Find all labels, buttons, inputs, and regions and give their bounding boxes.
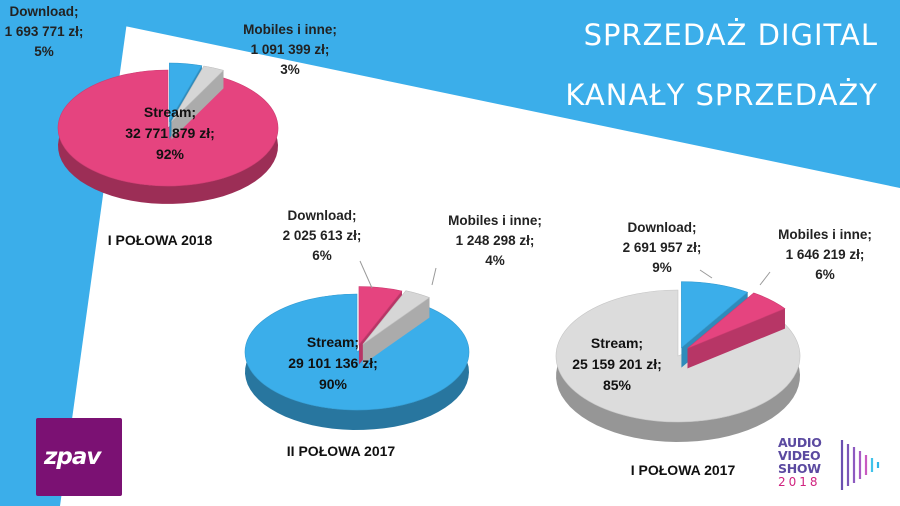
chart1-mobiles-label: Mobiles i inne; 1 091 399 zł; 3% [243,20,337,80]
chart1-mobiles-name: Mobiles i inne; [243,22,337,37]
chart3-mobiles-value: 1 646 219 zł; [785,247,865,262]
chart1-caption: I POŁOWA 2018 [107,232,213,248]
chart3-download-name: Download; [627,220,697,235]
chart3-download-percent: 9% [652,260,672,275]
slide-title-line2: KANAŁY SPRZEDAŻY [565,78,878,112]
chart1-stream-label: Stream; 32 771 879 zł; 92% [125,102,215,165]
leader-line-3 [699,269,713,279]
chart1-stream-percent: 92% [155,146,185,162]
pie-chart-1 [57,62,279,204]
chart2-caption: II POŁOWA 2017 [286,443,396,459]
chart2-slice-mobiles-i-inne-wall-1 [362,297,430,365]
zpav-logo: zpav [36,418,122,496]
chart1-download-name: Download; [9,4,79,19]
chart3-slice-mobiles-i-inne [687,292,786,349]
chart1-mobiles-percent: 3% [280,62,300,77]
chart2-mobiles-label: Mobiles i inne; 1 248 298 zł; 4% [448,211,542,271]
audio-video-show-logo: AUDIO VIDEO SHOW 2018 [778,436,888,502]
chart2-download-label: Download; 2 025 613 zł; 6% [283,206,362,266]
avs-logo-line2: VIDEO [778,448,821,463]
chart1-download-percent: 5% [34,44,54,59]
chart3-slice-stream [555,289,801,423]
chart1-slice-stream [57,69,279,187]
chart3-download-value: 2 691 957 zł; [622,240,702,255]
chart1-download-value: 1 693 771 zł; [4,24,84,39]
leader-line-1 [359,260,373,289]
pie-chart-3 [555,281,801,442]
chart2-mobiles-name: Mobiles i inne; [448,213,542,228]
chart2-download-name: Download; [287,208,357,223]
chart3-mobiles-name: Mobiles i inne; [778,227,872,242]
zpav-logo-text: zpav [44,444,101,470]
chart3-stream-percent: 85% [602,377,632,393]
chart2-mobiles-percent: 4% [485,253,505,268]
chart1-slice-mobiles-i-inne [171,65,225,122]
chart2-stream-percent: 90% [318,376,348,392]
avs-logo-line1: AUDIO [778,435,822,450]
chart1-download-label: Download; 1 693 771 zł; 5% [5,2,84,62]
chart1-slice-mobiles-i-inne-wall-1 [171,70,224,140]
play-triangle-icon [840,440,880,490]
chart2-slice-download [358,286,403,346]
chart3-slice-download [681,281,749,349]
chart3-stream-label: Stream; 25 159 201 zł; 85% [572,333,662,396]
chart3-slice-mobiles-i-inne-wall-1 [687,308,785,369]
chart3-mobiles-percent: 6% [815,267,835,282]
chart3-caption: I POŁOWA 2017 [630,462,736,478]
chart2-slice-mobiles-i-inne [362,290,431,345]
leader-line-4 [759,271,771,286]
chart3-stream-value: 25 159 201 zł; [572,356,662,372]
avs-logo-line3: SHOW [778,461,821,476]
chart2-download-percent: 6% [312,248,332,263]
chart1-stream-name: Stream; [143,104,197,120]
chart3-download-label: Download; 2 691 957 zł; 9% [623,218,702,278]
leader-line-2 [431,267,437,286]
chart3-stream-name: Stream; [590,335,644,351]
pie-chart-2 [244,286,470,430]
chart3-mobiles-label: Mobiles i inne; 1 646 219 zł; 6% [778,225,872,285]
chart2-mobiles-value: 1 248 298 zł; [455,233,535,248]
chart1-stream-value: 32 771 879 zł; [125,125,215,141]
avs-logo-year: 2018 [778,475,821,489]
chart1-slice-download [169,62,203,123]
chart2-stream-value: 29 101 136 zł; [288,355,378,371]
chart2-download-value: 2 025 613 zł; [282,228,362,243]
chart2-stream-label: Stream; 29 101 136 zł; 90% [288,332,378,395]
slide-title-line1: SPRZEDAŻ DIGITAL [583,18,878,52]
chart1-mobiles-value: 1 091 399 zł; [250,42,330,57]
chart2-stream-name: Stream; [306,334,360,350]
